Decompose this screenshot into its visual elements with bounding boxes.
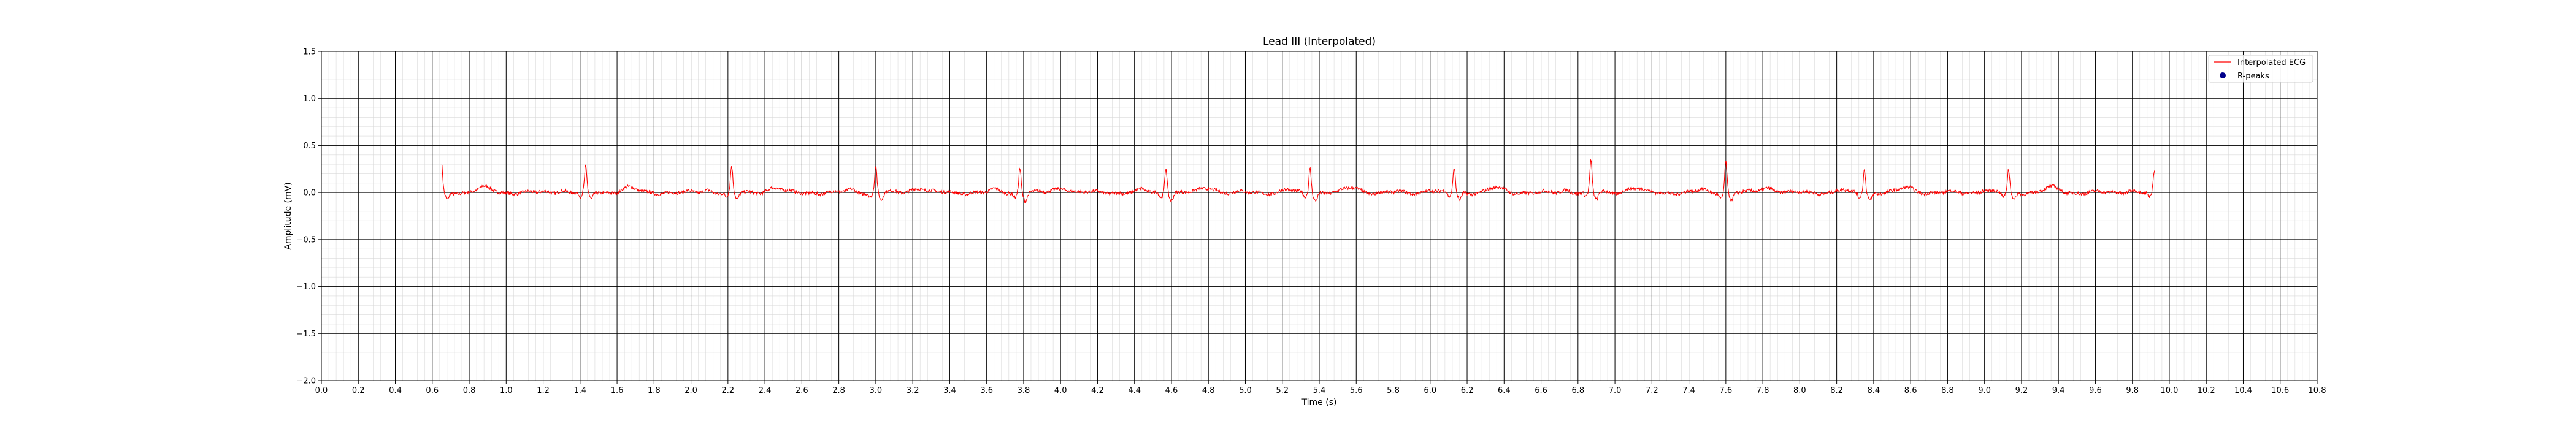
x-axis: 0.0 0.2 0.4 0.6 0.8 1.0 1.2 1.4 1.6 1.8 2.0 2.2 2.4 2… <box>315 381 2326 395</box>
x-tick-label: 9.8 <box>2126 386 2139 395</box>
x-tick-label: 0.8 <box>463 386 476 395</box>
y-axis: −2.0 −1.5 −1.0 −0.5 0.0 0.5 1.0 1.5 <box>296 48 321 386</box>
x-tick-label: 5.0 <box>1239 386 1252 395</box>
legend-dot-marker <box>2220 72 2226 78</box>
x-tick-label: 10.8 <box>2309 386 2326 395</box>
x-tick-label: 9.2 <box>2015 386 2028 395</box>
x-tick-label: 6.6 <box>1535 386 1547 395</box>
x-tick-label: 3.2 <box>907 386 919 395</box>
x-tick-label: 4.0 <box>1054 386 1067 395</box>
x-tick-label: 4.2 <box>1091 386 1104 395</box>
y-tick-label: 0.5 <box>303 142 316 151</box>
x-tick-label: 3.0 <box>870 386 883 395</box>
y-tick-label: −1.5 <box>296 330 316 339</box>
x-tick-label: 4.8 <box>1202 386 1215 395</box>
x-tick-label: 9.4 <box>2052 386 2065 395</box>
x-tick-label: 8.2 <box>1830 386 1843 395</box>
x-tick-label: 10.2 <box>2198 386 2215 395</box>
x-tick-label: 10.4 <box>2234 386 2252 395</box>
plot-area <box>441 158 2155 204</box>
y-axis-label: Amplitude (mV) <box>283 182 293 249</box>
x-tick-label: 5.8 <box>1387 386 1400 395</box>
y-tick-label: 0.0 <box>303 189 316 198</box>
x-tick-label: 2.0 <box>684 386 697 395</box>
x-tick-label: 7.4 <box>1682 386 1695 395</box>
x-tick-label: 3.6 <box>980 386 993 395</box>
x-tick-label: 6.8 <box>1571 386 1584 395</box>
x-tick-label: 1.4 <box>573 386 586 395</box>
x-tick-label: 10.6 <box>2271 386 2289 395</box>
y-tick-label: −1.0 <box>296 283 316 292</box>
ecg-series-line <box>441 158 2155 204</box>
x-tick-label: 6.0 <box>1424 386 1436 395</box>
x-tick-label: 9.6 <box>2089 386 2102 395</box>
x-tick-label: 8.6 <box>1904 386 1917 395</box>
x-axis-label: Time (s) <box>1301 398 1337 408</box>
x-tick-label: 0.6 <box>426 386 439 395</box>
y-tick-label: 1.0 <box>303 94 316 104</box>
legend-label-rpeaks: R-peaks <box>2237 72 2269 81</box>
x-tick-label: 1.2 <box>537 386 550 395</box>
legend: Interpolated ECG R-peaks <box>2208 55 2313 83</box>
x-tick-label: 2.6 <box>795 386 808 395</box>
x-tick-label: 5.2 <box>1276 386 1289 395</box>
legend-label-ecg: Interpolated ECG <box>2237 58 2306 67</box>
x-tick-label: 7.2 <box>1646 386 1658 395</box>
x-tick-label: 0.0 <box>315 386 328 395</box>
x-tick-label: 7.0 <box>1609 386 1622 395</box>
x-tick-label: 1.0 <box>500 386 513 395</box>
x-tick-label: 7.6 <box>1720 386 1733 395</box>
x-tick-label: 2.2 <box>722 386 735 395</box>
x-tick-label: 8.0 <box>1793 386 1806 395</box>
x-tick-label: 3.8 <box>1018 386 1030 395</box>
legend-box <box>2208 55 2313 83</box>
x-tick-label: 5.6 <box>1350 386 1363 395</box>
chart-title: Lead III (Interpolated) <box>1263 36 1376 48</box>
x-tick-label: 6.4 <box>1498 386 1511 395</box>
x-tick-label: 6.2 <box>1461 386 1474 395</box>
x-tick-label: 1.8 <box>648 386 661 395</box>
x-tick-label: 4.4 <box>1128 386 1141 395</box>
x-tick-label: 0.4 <box>389 386 402 395</box>
x-tick-label: 9.0 <box>1978 386 1991 395</box>
x-tick-label: 8.8 <box>1941 386 1954 395</box>
y-tick-label: −2.0 <box>296 377 316 386</box>
y-tick-label: 1.5 <box>303 48 316 57</box>
x-tick-label: 2.8 <box>832 386 845 395</box>
y-tick-label: −0.5 <box>296 235 316 245</box>
x-tick-label: 0.2 <box>352 386 365 395</box>
x-tick-label: 4.6 <box>1165 386 1178 395</box>
x-tick-label: 3.4 <box>943 386 956 395</box>
x-tick-label: 1.6 <box>611 386 624 395</box>
x-tick-label: 2.4 <box>759 386 772 395</box>
x-tick-label: 8.4 <box>1868 386 1880 395</box>
x-tick-label: 10.0 <box>2160 386 2178 395</box>
x-tick-label: 5.4 <box>1313 386 1326 395</box>
x-tick-label: 7.8 <box>1757 386 1769 395</box>
